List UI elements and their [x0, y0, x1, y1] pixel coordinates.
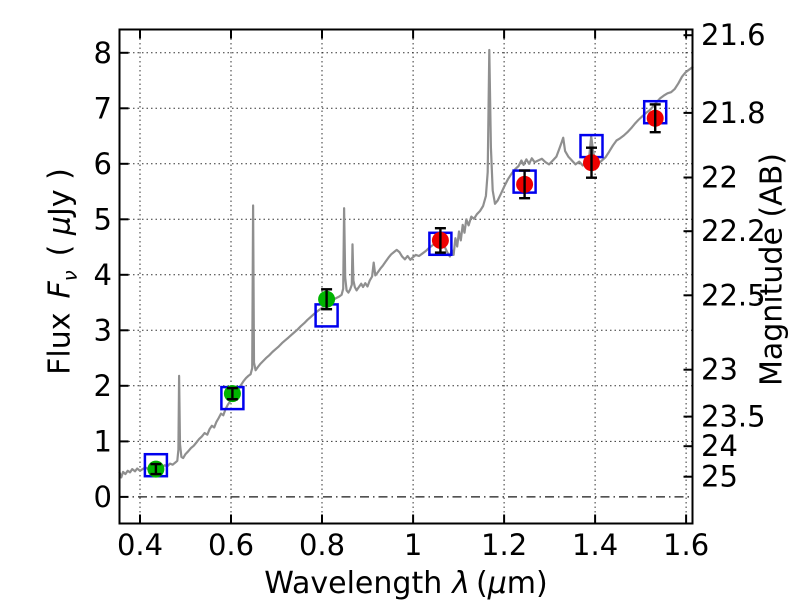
flux-label-word: Flux — [42, 312, 78, 375]
y-tick-label-flux: 7 — [94, 91, 112, 125]
nu-subscript: ν — [58, 270, 82, 282]
y-tick-label-flux: 6 — [94, 147, 112, 181]
y-tick-label-magnitude: 22 — [701, 161, 738, 195]
x-tick-label: 1.2 — [481, 528, 527, 562]
y-tick-label-magnitude: 21.8 — [701, 96, 766, 130]
y-axis-label-flux: Flux Fν ( μJy ) — [43, 22, 82, 522]
error-bar — [321, 288, 333, 311]
x-tick-label: 1 — [404, 528, 422, 562]
flux-unit-open: ( — [42, 235, 78, 257]
error-bar — [434, 226, 446, 254]
y-tick-label-magnitude: 23.5 — [701, 400, 766, 434]
y-tick-label-magnitude: 25 — [701, 460, 738, 494]
y-tick-label-magnitude: 24 — [701, 429, 738, 463]
error-bar — [649, 103, 661, 134]
y-tick-label-flux: 8 — [94, 36, 112, 70]
x-axis-label-word: Wavelength — [264, 566, 443, 601]
lambda-symbol: λ — [452, 566, 470, 601]
y-tick-label-magnitude: 22.5 — [701, 278, 766, 312]
y-tick-label-magnitude: 21.6 — [701, 18, 766, 52]
mu-jy-symbol: μ — [42, 215, 78, 236]
error-bar — [226, 386, 238, 401]
y-tick-label-flux: 2 — [94, 369, 112, 403]
y-tick-label-flux: 5 — [94, 202, 112, 236]
error-bar — [519, 169, 531, 200]
y-axis-label-magnitude: Magnitude (AB) — [754, 153, 790, 386]
x-axis-unit-close: m) — [506, 566, 548, 601]
y-tick-label-flux: 0 — [94, 480, 112, 514]
plot-frame — [118, 28, 694, 525]
y-tick-label-magnitude: 22.2 — [701, 214, 766, 248]
x-tick-label: 0.6 — [208, 528, 254, 562]
spectrum-line — [118, 48, 694, 479]
y-tick-label-flux: 3 — [94, 313, 112, 347]
error-bar — [150, 462, 162, 476]
x-tick-label: 0.4 — [117, 528, 163, 562]
x-tick-label: 0.8 — [299, 528, 345, 562]
y-tick-label-magnitude: 23 — [701, 353, 738, 387]
error-bar — [586, 146, 597, 179]
flux-symbol: F — [42, 281, 78, 299]
y-tick-label-flux: 4 — [94, 258, 112, 292]
x-axis-unit-open: ( — [475, 566, 488, 601]
x-tick-label: 1.4 — [572, 528, 618, 562]
flux-unit-close: Jy ) — [42, 168, 78, 216]
mu-symbol: μ — [487, 566, 507, 601]
x-axis-label: Wavelength λ (μm) — [106, 566, 706, 601]
x-tick-label: 1.6 — [663, 528, 709, 562]
y-tick-label-flux: 1 — [94, 424, 112, 458]
